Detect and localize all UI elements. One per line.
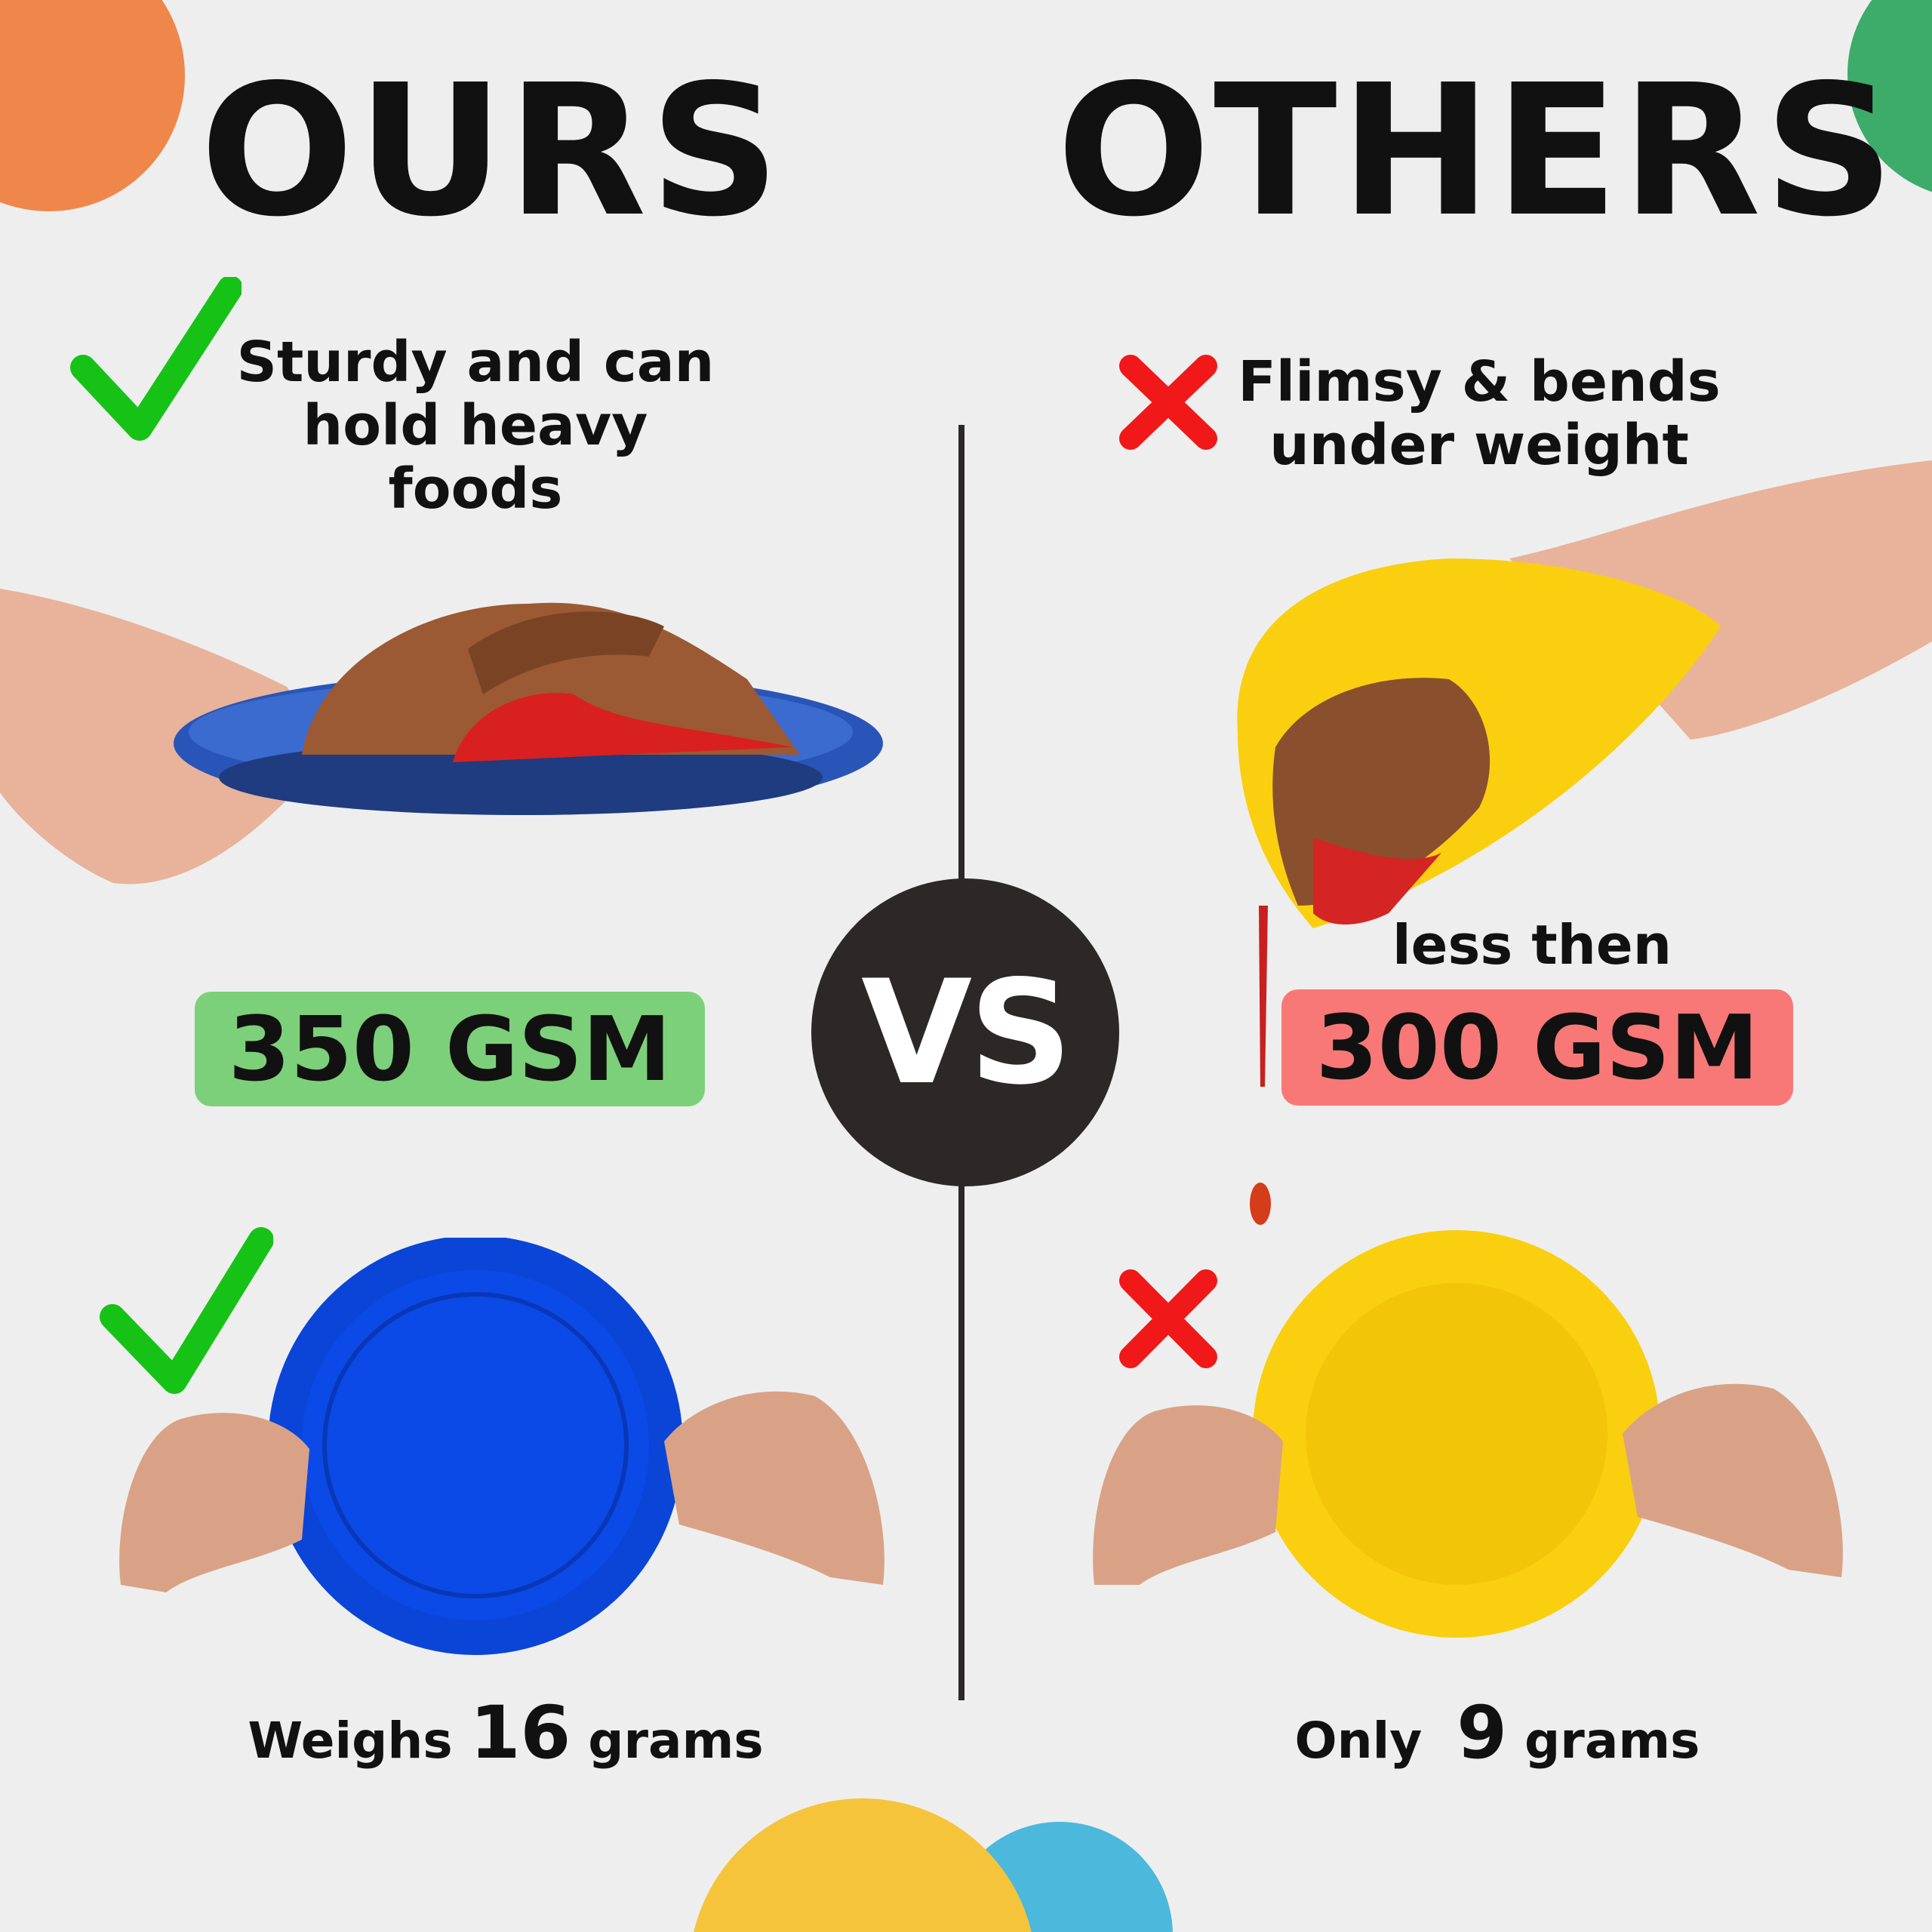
yellow-blob (689, 1798, 1036, 1932)
orange-blob (0, 0, 185, 211)
others-claim: Flimsy & bends under weight (1238, 350, 1721, 477)
cross-icon (1119, 1269, 1217, 1368)
others-claim-line2: under weight (1269, 413, 1689, 478)
ours-plate-with-food-photo (0, 589, 883, 884)
ours-claim: Sturdy and can hold heavy foods (211, 331, 740, 521)
ours-weight-suffix: grams (588, 1712, 764, 1770)
ours-plate-photo (119, 1238, 884, 1655)
others-weight-value: 9 (1457, 1690, 1508, 1775)
cross-icon (1119, 355, 1217, 450)
others-weight: Only 9 grams (1195, 1690, 1799, 1775)
others-claim-line1: Flimsy & bends (1238, 349, 1721, 414)
ours-weight: Weighs 16 grams (204, 1690, 808, 1775)
ours-title: OURS (200, 45, 783, 257)
check-icon (70, 277, 242, 441)
vs-circle: VS (811, 878, 1119, 1186)
check-icon (100, 1227, 273, 1394)
others-weight-prefix: Only (1294, 1712, 1423, 1770)
ours-gsm-badge: 350 GSM (195, 992, 705, 1106)
ours-weight-prefix: Weighs (248, 1712, 453, 1770)
others-title: OTHERS (1057, 45, 1898, 257)
ours-claim-line2: hold heavy foods (303, 393, 648, 521)
ours-weight-value: 16 (469, 1690, 571, 1775)
others-bent-plate-photo (1237, 460, 1932, 1225)
others-gsm-badge: 300 GSM (1281, 989, 1793, 1106)
ours-claim-line1: Sturdy and can (236, 330, 715, 395)
others-gsm-prefix: less then (1392, 913, 1672, 977)
vs-label: VS (861, 949, 1072, 1116)
others-weight-suffix: grams (1524, 1712, 1700, 1770)
others-plate-photo (1093, 1230, 1843, 1638)
